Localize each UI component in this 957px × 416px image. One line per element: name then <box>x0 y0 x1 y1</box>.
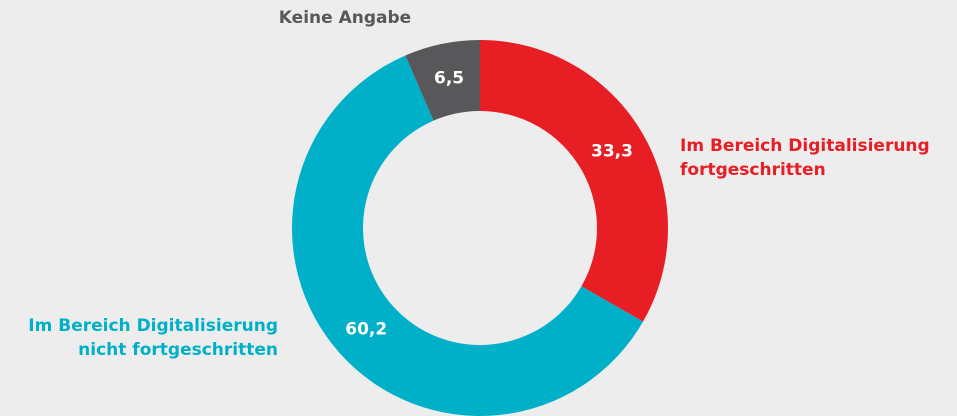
category-label: Im Bereich Digitalisierung nicht fortges… <box>28 316 278 360</box>
category-label: Keine Angabe <box>278 8 412 28</box>
value-label: 6,5 <box>434 69 464 89</box>
slice <box>480 40 669 322</box>
slice <box>405 40 480 121</box>
value-label: 60,2 <box>345 320 387 340</box>
slice <box>292 55 644 416</box>
value-label: 33,3 <box>591 142 633 162</box>
category-label: Im Bereich Digitalisierung fortgeschritt… <box>680 136 930 180</box>
